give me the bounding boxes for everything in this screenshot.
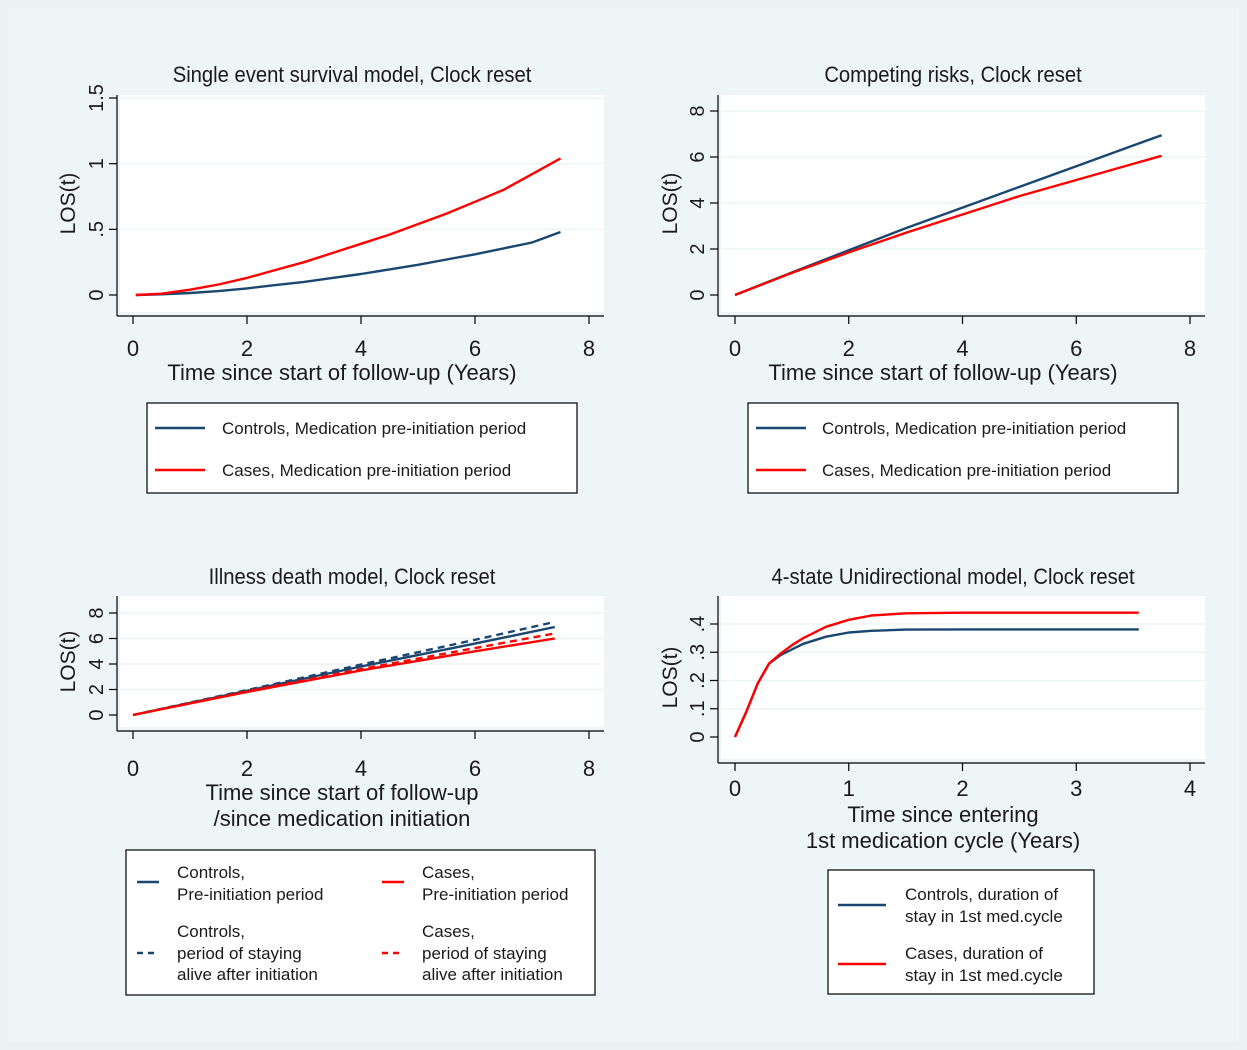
x-axis-label: /since medication initiation — [214, 806, 471, 831]
legend-label: alive after initiation — [177, 965, 318, 984]
legend-box — [827, 869, 1095, 995]
x-axis-label: Time since start of follow-up (Years) — [768, 360, 1117, 385]
x-tick-label: 2 — [241, 756, 253, 781]
x-tick-label: 2 — [956, 776, 968, 801]
chart-title: Single event survival model, Clock reset — [173, 63, 532, 87]
y-tick-label: 0 — [687, 731, 709, 742]
y-tick-label: .5 — [86, 221, 108, 238]
x-axis-label: 1st medication cycle (Years) — [806, 828, 1080, 853]
y-tick-label: .4 — [687, 616, 709, 633]
x-tick-label: 4 — [355, 756, 367, 781]
x-tick-label: 4 — [355, 336, 367, 361]
x-tick-label: 8 — [583, 336, 595, 361]
legend-label: period of staying — [177, 944, 302, 963]
y-tick-label: 0 — [687, 289, 709, 300]
y-tick-label: 1.5 — [86, 84, 108, 112]
x-axis-label: Time since start of follow-up (Years) — [167, 360, 516, 385]
series-line-controls — [135, 230, 561, 297]
legend-label: stay in 1st med.cycle — [905, 966, 1063, 985]
y-axis-label: LOS(t) — [659, 173, 682, 235]
y-tick-label: 8 — [86, 607, 108, 618]
legend-box — [146, 402, 578, 494]
x-tick-label: 0 — [729, 776, 741, 801]
x-tick-label: 0 — [729, 336, 741, 361]
legend-label: Controls, Medication pre-initiation peri… — [822, 419, 1126, 438]
x-tick-label: 0 — [127, 336, 139, 361]
legend-box — [747, 402, 1179, 494]
legend-label: Controls, duration of — [905, 885, 1058, 904]
series-line-cases-dashed — [132, 632, 556, 717]
x-tick-label: 0 — [127, 756, 139, 781]
panel-3: Illness death model, Clock reset 0 2 4 6 8 0 2 4… — [57, 565, 604, 996]
x-axis-label: Time since start of follow-up — [205, 780, 478, 805]
chart-title: 4-state Unidirectional model, Clock rese… — [771, 565, 1134, 589]
x-tick-label: 3 — [1070, 776, 1082, 801]
legend-label: alive after initiation — [422, 965, 563, 984]
series-line-cases — [734, 154, 1162, 297]
y-tick-label: 2 — [687, 243, 709, 254]
x-tick-label: 2 — [241, 336, 253, 361]
panel-1: Single event survival model, Clock reset… — [57, 63, 604, 494]
legend-label: Controls, — [177, 922, 245, 941]
y-tick-label: 0 — [86, 709, 108, 720]
legend-label: Cases, Medication pre-initiation period — [822, 461, 1111, 480]
legend-label: stay in 1st med.cycle — [905, 907, 1063, 926]
x-tick-label: 6 — [469, 756, 481, 781]
y-axis-label: LOS(t) — [57, 173, 80, 235]
legend-label: Cases, — [422, 922, 475, 941]
y-tick-label: .1 — [687, 700, 709, 717]
y-tick-label: .2 — [687, 672, 709, 689]
legend-label: Cases, Medication pre-initiation period — [222, 461, 511, 480]
series-line-cases — [733, 611, 1139, 738]
y-tick-label: .3 — [687, 644, 709, 661]
y-axis-label: LOS(t) — [57, 631, 80, 693]
legend-label: Cases, — [422, 863, 475, 882]
x-tick-label: 4 — [1184, 776, 1196, 801]
y-tick-label: 4 — [86, 658, 108, 669]
plot-area — [120, 95, 604, 312]
y-tick-label: 8 — [687, 105, 709, 116]
y-tick-label: 6 — [687, 151, 709, 162]
legend-label: Controls, Medication pre-initiation peri… — [222, 419, 526, 438]
x-tick-label: 4 — [956, 336, 968, 361]
legend-label: period of staying — [422, 944, 547, 963]
legend-box — [125, 849, 596, 996]
x-tick-label: 6 — [469, 336, 481, 361]
x-tick-label: 1 — [843, 776, 855, 801]
plot-area — [721, 596, 1205, 759]
x-tick-label: 8 — [583, 756, 595, 781]
y-tick-label: 6 — [86, 633, 108, 644]
y-tick-label: 4 — [687, 197, 709, 208]
panel-2: Competing risks, Clock reset 0 2 4 6 8 0 2 4 6 8 Ti… — [659, 63, 1205, 494]
x-tick-label: 8 — [1184, 336, 1196, 361]
legend-label: Pre-initiation period — [422, 885, 568, 904]
y-tick-label: 1 — [86, 158, 108, 169]
chart-title: Illness death model, Clock reset — [209, 565, 496, 589]
legend-label: Cases, duration of — [905, 944, 1043, 963]
legend-label: Controls, — [177, 863, 245, 882]
panel-4: 4-state Unidirectional model, Clock rese… — [659, 565, 1205, 995]
chart-title: Competing risks, Clock reset — [824, 63, 1082, 87]
x-axis-label: Time since entering — [847, 802, 1038, 827]
plot-area — [120, 596, 604, 727]
y-tick-label: 2 — [86, 684, 108, 695]
x-tick-label: 6 — [1070, 336, 1082, 361]
series-line-cases — [135, 157, 562, 297]
legend-label: Pre-initiation period — [177, 885, 323, 904]
y-tick-label: 0 — [86, 289, 108, 300]
y-axis-label: LOS(t) — [659, 647, 682, 709]
x-tick-label: 2 — [843, 336, 855, 361]
